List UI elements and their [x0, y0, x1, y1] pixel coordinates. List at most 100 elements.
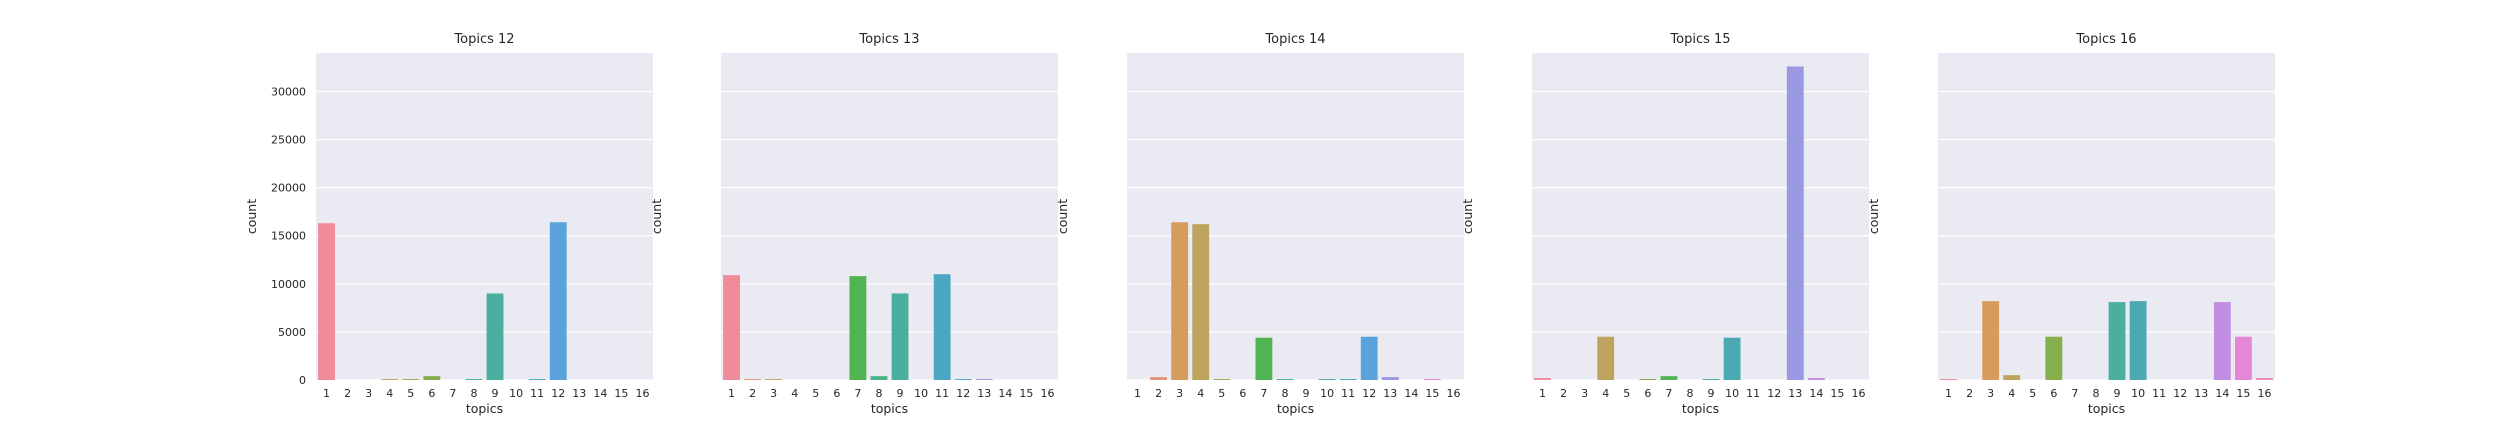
bar-14 [1807, 378, 1825, 380]
bar-3 [765, 379, 783, 380]
x-tick-label: 14 [593, 387, 607, 400]
x-tick-label: 3 [770, 387, 777, 400]
x-tick-label: 15 [1425, 387, 1439, 400]
x-tick-label: 12 [2173, 387, 2187, 400]
bar-3 [1982, 301, 2000, 380]
bar-12 [549, 222, 567, 380]
bar-13 [1786, 66, 1804, 380]
x-tick-label: 10 [2131, 387, 2145, 400]
bar-13 [1381, 377, 1399, 380]
x-tick-label: 14 [1809, 387, 1823, 400]
x-tick-label: 14 [2215, 387, 2229, 400]
bar-8 [1276, 379, 1294, 380]
x-axis-label: topics [466, 401, 503, 416]
x-tick-label: 15 [614, 387, 628, 400]
bar-4 [1192, 224, 1210, 380]
x-tick-label: 14 [998, 387, 1012, 400]
x-tick-label: 7 [854, 387, 861, 400]
y-tick-label: 10000 [271, 278, 306, 291]
x-tick-label: 4 [1197, 387, 1204, 400]
bar-8 [465, 379, 483, 380]
x-tick-label: 16 [1851, 387, 1865, 400]
x-tick-label: 16 [635, 387, 649, 400]
x-tick-label: 8 [470, 387, 477, 400]
x-tick-label: 10 [509, 387, 523, 400]
bar-8 [870, 376, 888, 380]
x-tick-label: 10 [914, 387, 928, 400]
x-tick-label: 11 [2152, 387, 2166, 400]
bar-12 [1360, 336, 1378, 380]
x-tick-label: 7 [1665, 387, 1672, 400]
bar-1 [723, 275, 740, 380]
x-tick-label: 1 [1134, 387, 1141, 400]
bar-3 [1171, 222, 1189, 380]
x-tick-label: 14 [1404, 387, 1418, 400]
x-tick-label: 8 [875, 387, 882, 400]
bar-4 [2003, 375, 2021, 380]
x-tick-label: 8 [2092, 387, 2099, 400]
x-tick-label: 1 [1539, 387, 1546, 400]
x-tick-label: 2 [1966, 387, 1973, 400]
plot-area [1532, 53, 1869, 380]
chart-title: Topics 16 [2075, 32, 2136, 47]
plot-area [316, 53, 653, 380]
x-tick-label: 6 [833, 387, 840, 400]
bar-2 [744, 379, 762, 380]
x-axis-label: topics [2088, 401, 2125, 416]
x-tick-label: 13 [1383, 387, 1397, 400]
bar-14 [2213, 302, 2231, 380]
x-tick-label: 4 [386, 387, 393, 400]
bar-9 [2108, 302, 2126, 380]
bar-12 [954, 379, 972, 380]
x-tick-label: 15 [2236, 387, 2250, 400]
bar-6 [2045, 336, 2063, 380]
bar-9 [891, 293, 909, 380]
x-tick-label: 15 [1019, 387, 1033, 400]
y-axis-label: count [649, 199, 664, 234]
x-tick-label: 7 [2071, 387, 2078, 400]
y-axis-label: count [1055, 199, 1070, 234]
x-tick-label: 11 [1341, 387, 1355, 400]
x-tick-label: 1 [1945, 387, 1952, 400]
x-tick-label: 9 [1708, 387, 1715, 400]
bar-15 [2234, 336, 2252, 380]
bar-16 [2256, 378, 2273, 380]
x-tick-label: 3 [365, 387, 372, 400]
x-tick-label: 5 [1218, 387, 1225, 400]
bar-10 [1318, 379, 1336, 380]
bar-4 [1597, 336, 1615, 380]
chart-title: Topics 15 [1669, 32, 1730, 47]
x-tick-label: 6 [2050, 387, 2057, 400]
x-tick-label: 1 [728, 387, 735, 400]
x-tick-label: 9 [1303, 387, 1310, 400]
bar-10 [2129, 301, 2147, 380]
x-tick-label: 3 [1176, 387, 1183, 400]
x-tick-label: 12 [1767, 387, 1781, 400]
x-tick-label: 2 [749, 387, 756, 400]
bar-6 [1639, 379, 1657, 380]
x-tick-label: 4 [1602, 387, 1609, 400]
x-tick-label: 13 [572, 387, 586, 400]
bar-6 [423, 376, 441, 380]
x-tick-label: 11 [530, 387, 544, 400]
x-tick-label: 11 [935, 387, 949, 400]
x-tick-label: 9 [2114, 387, 2121, 400]
x-tick-label: 16 [2257, 387, 2271, 400]
bar-11 [933, 274, 951, 380]
x-axis-label: topics [871, 401, 908, 416]
bar-1 [1534, 378, 1551, 380]
x-tick-label: 13 [977, 387, 991, 400]
x-tick-label: 3 [1581, 387, 1588, 400]
bar-2 [1150, 377, 1168, 380]
y-axis-label: count [1866, 199, 1881, 234]
chart-title: Topics 12 [453, 32, 514, 47]
x-tick-label: 15 [1830, 387, 1844, 400]
bar-9 [1702, 379, 1720, 380]
x-tick-label: 7 [1260, 387, 1267, 400]
bar-15 [1423, 379, 1441, 380]
x-tick-label: 6 [1239, 387, 1246, 400]
x-tick-label: 10 [1725, 387, 1739, 400]
x-tick-label: 12 [1362, 387, 1376, 400]
